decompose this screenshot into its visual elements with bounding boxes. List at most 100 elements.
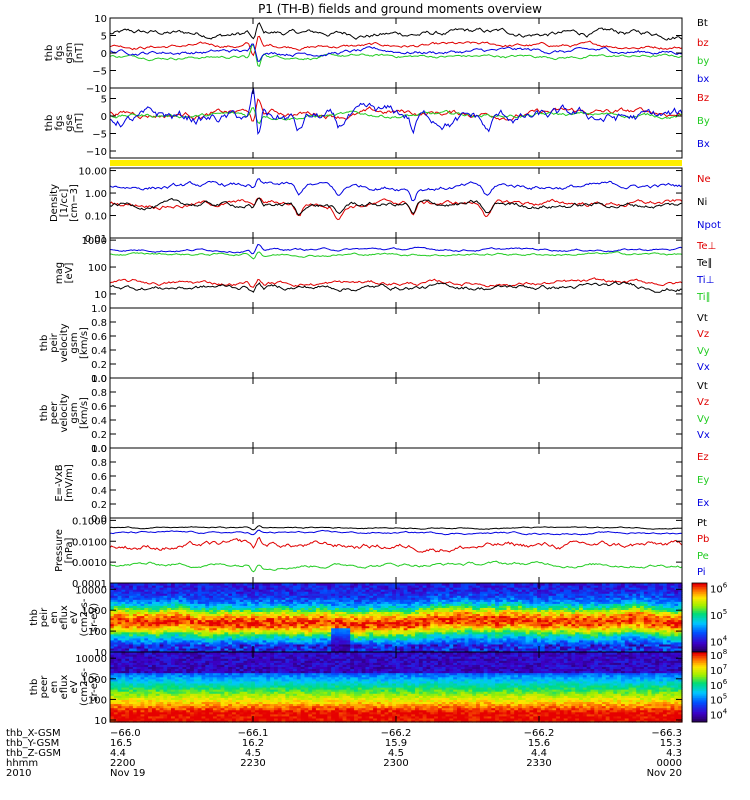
y-tick-label: 10000 bbox=[75, 654, 107, 665]
legend-vt: Vt bbox=[697, 381, 708, 392]
svg-text:thb: thb bbox=[44, 45, 55, 62]
legend-bt: Bt bbox=[697, 18, 708, 29]
y-tick-label: 1000 bbox=[82, 236, 107, 247]
panel-frame bbox=[109, 377, 683, 449]
status-bar bbox=[110, 160, 682, 166]
svg-text:[km/s]: [km/s] bbox=[79, 397, 90, 429]
y-tick-label: 0.2 bbox=[91, 500, 107, 511]
y-tick-label: 0.2 bbox=[91, 430, 107, 441]
svg-text:thb: thb bbox=[39, 405, 50, 422]
colorbar: 106 105 104 bbox=[691, 581, 728, 653]
y-tick-label: 0.6 bbox=[91, 402, 107, 413]
svg-text:fgs: fgs bbox=[54, 115, 65, 130]
series-by bbox=[109, 44, 682, 68]
y-tick-label: 5 bbox=[101, 95, 107, 106]
legend-pe: Pe bbox=[697, 551, 709, 562]
y-axis-label: E=-VxB [mV/m] bbox=[54, 464, 75, 502]
y-tick-label: 0.4 bbox=[91, 416, 107, 427]
series-Ne bbox=[109, 197, 683, 221]
legend-bx: Bx bbox=[697, 139, 710, 150]
y-tick-label: 1.00 bbox=[85, 189, 107, 200]
y-tick-label: 0.4 bbox=[91, 346, 107, 357]
svg-text:gsm: gsm bbox=[64, 42, 75, 63]
x-tick-value: 4.3 bbox=[666, 748, 682, 759]
legend-ne: Ne bbox=[697, 174, 711, 185]
panel-pressure: 0.1000 0.0100 0.0010 0.0001 Pressure [nPa] Pt P… bbox=[54, 516, 709, 590]
legend-te: Te∥ bbox=[696, 258, 713, 269]
x-tick-value: −66.2 bbox=[381, 728, 412, 739]
series-Te bbox=[109, 281, 683, 293]
series-Pb bbox=[109, 536, 683, 553]
svg-text:fgs: fgs bbox=[54, 45, 65, 60]
y-axis-label: thb fgs gse [nT] bbox=[44, 113, 85, 133]
legend-te: Te⊥ bbox=[696, 241, 716, 252]
y-tick-label: 0 bbox=[101, 112, 107, 123]
series-Bx bbox=[109, 87, 683, 136]
panel-peir_spectrogram: 106 105 104 10000 1000 100 10 thb peir en eflux eV(… bbox=[29, 581, 728, 659]
panel-frame bbox=[109, 17, 683, 89]
series-Npot bbox=[109, 178, 683, 202]
svg-text:[km/s]: [km/s] bbox=[79, 327, 90, 359]
panel-density: 10.00 1.00 0.10 0.01 Density [1/cc] [cm−3] Ne Ni… bbox=[49, 167, 721, 245]
panel-fgs_gse: 5 0 −5 −10 thb fgs gse [nT] Bz By Bx bbox=[44, 87, 710, 159]
x-tick-value: 4.4 bbox=[110, 748, 126, 759]
legend-by: by bbox=[697, 56, 709, 67]
legend-npot: Npot bbox=[697, 220, 721, 231]
chart-title: P1 (TH-B) fields and ground moments over… bbox=[258, 2, 542, 16]
y-axis-label: Pressure [nPa] bbox=[54, 529, 75, 572]
svg-text:thb: thb bbox=[39, 335, 50, 352]
y-tick-label: 0.8 bbox=[91, 318, 107, 329]
y-tick-label: 0.2 bbox=[91, 360, 107, 371]
y-tick-label: 0.8 bbox=[91, 458, 107, 469]
y-axis-label: thb peer velocity gsm [km/s] bbox=[39, 393, 90, 432]
y-tick-label: 10 bbox=[94, 290, 107, 301]
legend-bz: Bz bbox=[697, 93, 709, 104]
svg-text:thb: thb bbox=[44, 115, 55, 132]
panel-e_vxb: 1.0 0.8 0.6 0.4 0.2 0.0 E=-VxB [mV/m] Ez Ey Ex bbox=[54, 444, 709, 525]
x-tick-value: 0000 bbox=[657, 758, 682, 769]
legend-ey: Ey bbox=[697, 475, 709, 486]
legend-ti: Ti∥ bbox=[696, 292, 711, 303]
panel-fgs_gsm: 10 5 0 −5 −10 thb fgs gsm [nT] Bt bz by bx bbox=[44, 14, 709, 95]
legend-vt: Vt bbox=[697, 313, 708, 324]
x-tick-value: −66.3 bbox=[651, 728, 682, 739]
y-tick-label: 0.0 bbox=[91, 374, 107, 385]
x-tick-value: 15.6 bbox=[528, 738, 550, 749]
svg-text:[nPa]: [nPa] bbox=[64, 537, 75, 563]
heatmap-cells bbox=[110, 583, 683, 653]
legend-pb: Pb bbox=[697, 534, 709, 545]
y-tick-label: 0.8 bbox=[91, 388, 107, 399]
svg-text:velocity: velocity bbox=[59, 323, 70, 362]
y-tick-label: 1.0 bbox=[91, 374, 107, 385]
svg-text:[mV/m]: [mV/m] bbox=[64, 464, 75, 502]
y-tick-label: 0.0 bbox=[91, 514, 107, 525]
series-Te bbox=[109, 277, 683, 288]
svg-text:[cm−3]: [cm−3] bbox=[69, 184, 80, 222]
legend-vz: Vz bbox=[697, 397, 709, 408]
colorbar-label: 105 bbox=[710, 608, 727, 622]
y-axis-label: thb peir en eflux eV (cm2-s-sr-eV) bbox=[29, 598, 100, 636]
y-tick-label: −10 bbox=[86, 147, 107, 158]
series-bz bbox=[109, 35, 683, 57]
series-Ti bbox=[109, 251, 683, 260]
colorbar-label: 108 bbox=[710, 648, 727, 662]
legend-ez: Ez bbox=[697, 452, 709, 463]
y-tick-label: −5 bbox=[92, 130, 107, 141]
y-tick-label: 0 bbox=[101, 49, 107, 60]
y-axis-label: Density [1/cc] [cm−3] bbox=[49, 184, 80, 222]
y-tick-label: 0.0 bbox=[91, 444, 107, 455]
svg-text:[nT]: [nT] bbox=[74, 113, 85, 133]
x-tick-value: 4.5 bbox=[245, 748, 261, 759]
svg-text:E=-VxB: E=-VxB bbox=[54, 464, 65, 501]
legend-by: By bbox=[697, 116, 710, 127]
y-tick-label: 0.0100 bbox=[72, 537, 107, 548]
x-tick-value: 15.3 bbox=[660, 738, 682, 749]
y-tick-label: 0.0010 bbox=[72, 558, 107, 569]
x-tick-value: 2200 bbox=[110, 758, 135, 769]
svg-text:mag: mag bbox=[54, 262, 65, 284]
svg-text:peer: peer bbox=[49, 401, 60, 425]
series-bx bbox=[109, 43, 682, 62]
